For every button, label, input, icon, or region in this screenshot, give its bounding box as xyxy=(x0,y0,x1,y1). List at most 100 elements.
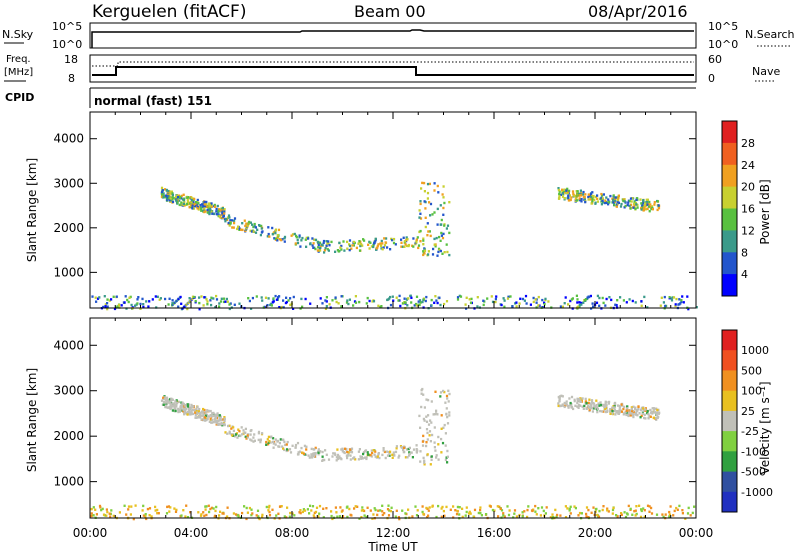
scatter-cell-1263 xyxy=(577,406,580,409)
scatter-cell-230 xyxy=(186,413,189,416)
scatter-cell-808 xyxy=(94,296,97,299)
nsky-frame xyxy=(89,22,697,49)
scatter-cell-893 xyxy=(633,510,636,513)
scatter-cell-947 xyxy=(661,513,664,516)
scatter-cell-1259 xyxy=(630,407,633,411)
scatter-cell-841 xyxy=(465,506,468,509)
scatter-cell-1152 xyxy=(650,205,653,208)
scatter-cell-361 xyxy=(391,456,394,459)
scatter-cell-668 xyxy=(395,509,398,512)
scatter-cell-325 xyxy=(325,240,328,243)
scatter-cell-428 xyxy=(245,437,248,440)
scatter-cell-245 xyxy=(190,411,193,414)
scatter-cell-488 xyxy=(345,448,348,451)
scatter-cell-38 xyxy=(184,411,187,415)
colorbar-swatch-2 xyxy=(722,370,737,392)
scatter-cell-1242 xyxy=(588,408,591,412)
scatter-cell-171 xyxy=(205,205,208,208)
scatter-cell-1074 xyxy=(601,194,604,197)
scatter-cell-909 xyxy=(237,516,240,519)
scatter-cell-639 xyxy=(188,297,191,300)
scatter-cell-1241 xyxy=(605,404,608,407)
scatter-cell-260 xyxy=(348,239,352,242)
scatter-cell-1076 xyxy=(565,400,568,403)
scatter-cell-293 xyxy=(239,434,242,438)
scatter-cell-363 xyxy=(342,240,345,243)
scatter-cell-189 xyxy=(166,406,169,409)
scatter-cell-476 xyxy=(352,240,355,244)
beam-title: Beam 00 xyxy=(354,2,426,21)
scatter-cell-505 xyxy=(344,447,347,450)
scatter-cell-676 xyxy=(255,295,258,298)
scatter-cell-864 xyxy=(94,508,97,511)
scatter-cell-452 xyxy=(282,438,285,442)
scatter-cell-764 xyxy=(507,295,510,298)
scatter-cell-239 xyxy=(208,212,211,215)
scatter-cell-57 xyxy=(186,200,190,203)
scatter-cell-554 xyxy=(422,250,425,253)
scatter-cell-221 xyxy=(212,414,215,418)
scatter-cell-882 xyxy=(431,504,434,507)
scatter-cell-1179 xyxy=(603,201,606,205)
scatter-cell-767 xyxy=(213,514,217,518)
scatter-cell-223 xyxy=(220,418,223,421)
scatter-cell-973 xyxy=(383,512,386,515)
scatter-cell-1255 xyxy=(596,194,599,197)
scatter-cell-874 xyxy=(539,514,542,517)
scatter-cell-81 xyxy=(162,192,165,195)
scatter-cell-737 xyxy=(524,294,528,298)
scatter-cell-436 xyxy=(257,432,260,435)
scatter-cell-1263 xyxy=(568,189,571,193)
scatter-cell-1201 xyxy=(593,405,596,408)
scatter-cell-497 xyxy=(227,424,230,428)
scatter-cell-110 xyxy=(195,407,198,411)
scatter-cell-425 xyxy=(272,437,275,440)
scatter-cell-1247 xyxy=(592,402,596,405)
scatter-cell-44 xyxy=(200,209,203,212)
scatter-cell-958 xyxy=(280,505,283,508)
scatter-cell-603 xyxy=(433,446,436,449)
scatter-cell-1028 xyxy=(381,513,384,517)
scatter-cell-1212 xyxy=(645,198,648,201)
scatter-cell-144 xyxy=(196,411,199,414)
scatter-cell-887 xyxy=(310,509,313,512)
scatter-cell-445 xyxy=(381,248,384,251)
scatter-cell-1247 xyxy=(642,208,645,211)
scatter-cell-708 xyxy=(392,299,395,302)
scatter-cell-564 xyxy=(430,455,433,458)
scatter-cell-121 xyxy=(194,202,197,205)
scatter-cell-391 xyxy=(314,451,317,455)
scatter-cell-662 xyxy=(148,514,151,517)
colorbar-swatch-0 xyxy=(722,330,737,351)
scatter-cell-1231 xyxy=(657,204,660,207)
scatter-cell-873 xyxy=(168,510,171,513)
scatter-cell-1015 xyxy=(377,304,380,307)
scatter-cell-1158 xyxy=(657,207,661,210)
scatter-cell-916 xyxy=(403,297,406,300)
time-tick-label-3: 12:00 xyxy=(376,526,411,540)
scatter-cell-813 xyxy=(534,298,537,301)
scatter-cell-844 xyxy=(601,296,604,300)
scatter-cell-999 xyxy=(638,504,641,507)
scatter-cell-1124 xyxy=(557,404,560,408)
scatter-cell-1129 xyxy=(653,201,656,204)
scatter-cell-77 xyxy=(188,413,192,416)
scatter-cell-79 xyxy=(174,197,177,201)
scatter-cell-234 xyxy=(190,196,193,199)
scatter-cell-82 xyxy=(202,414,205,417)
scatter-cell-494 xyxy=(246,434,249,437)
scatter-cell-788 xyxy=(189,511,192,514)
scatter-cell-1148 xyxy=(568,397,571,400)
scatter-cell-249 xyxy=(209,414,212,417)
scatter-cell-1023 xyxy=(684,517,687,520)
scatter-cell-870 xyxy=(257,515,260,518)
scatter-cell-109 xyxy=(160,190,164,194)
scatter-cell-1203 xyxy=(607,402,610,405)
scatter-cell-524 xyxy=(418,230,421,234)
scatter-cell-653 xyxy=(440,507,443,510)
scatter-cell-758 xyxy=(468,512,471,515)
scatter-cell-792 xyxy=(228,303,231,306)
scatter-cell-565 xyxy=(441,193,444,196)
scatter-cell-146 xyxy=(166,398,169,402)
scatter-cell-515 xyxy=(314,453,317,456)
